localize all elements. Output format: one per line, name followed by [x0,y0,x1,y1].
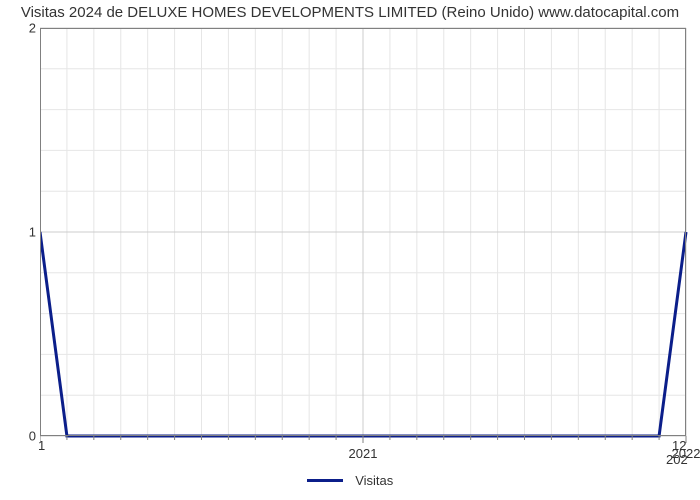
chart-container: Visitas 2024 de DELUXE HOMES DEVELOPMENT… [0,0,700,500]
x-corner-right-label: 12 [672,438,686,453]
x-tick-label: 2021 [349,446,378,461]
plot-area [40,28,686,436]
y-tick-label: 0 [8,429,36,444]
legend: Visitas [0,472,700,490]
legend-line [307,479,343,482]
x-corner-left-label: 1 [38,438,45,453]
y-tick-label: 2 [8,21,36,36]
plot-svg [40,18,696,446]
legend-label: Visitas [355,473,393,488]
x-extra-right-label: 202 [666,452,688,467]
y-tick-label: 1 [8,225,36,240]
